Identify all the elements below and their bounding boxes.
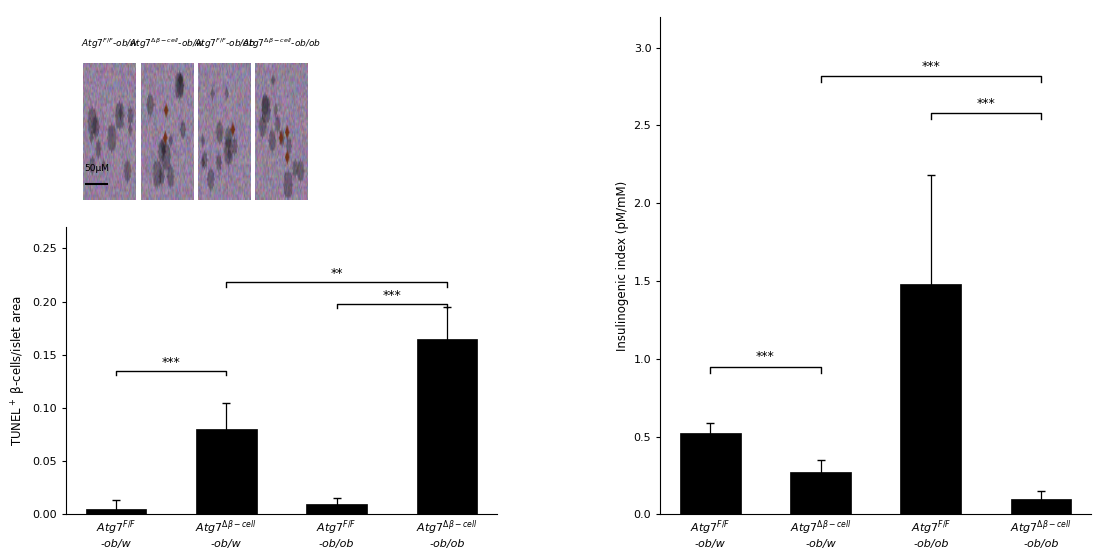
Text: ***: *** (976, 97, 995, 110)
Text: $Atg7^{F/F}$-ob/w: $Atg7^{F/F}$-ob/w (80, 36, 139, 51)
Bar (86, 509, 147, 514)
Text: $Atg7^{F/F}$-ob/ob: $Atg7^{F/F}$-ob/ob (194, 36, 256, 51)
Bar (196, 429, 257, 514)
Bar (1011, 499, 1071, 514)
Y-axis label: Insulinogenic index (pM/mM): Insulinogenic index (pM/mM) (616, 180, 629, 351)
Text: $Atg7^{Δβ-cell}$-ob/ob: $Atg7^{Δβ-cell}$-ob/ob (242, 36, 321, 51)
Text: ***: *** (162, 356, 181, 369)
Y-axis label: TUNEL$^+$ β-cells/islet area: TUNEL$^+$ β-cells/islet area (10, 295, 29, 446)
Bar (680, 434, 741, 514)
Bar (790, 472, 851, 514)
Bar (306, 504, 367, 514)
Text: $Atg7^{Δβ-cell}$-ob/w: $Atg7^{Δβ-cell}$-ob/w (129, 36, 205, 51)
Text: ***: *** (382, 289, 401, 301)
Bar (900, 284, 961, 514)
Bar (417, 339, 477, 514)
Text: ***: *** (756, 351, 775, 363)
Text: **: ** (331, 267, 343, 280)
Text: ***: *** (921, 60, 940, 72)
